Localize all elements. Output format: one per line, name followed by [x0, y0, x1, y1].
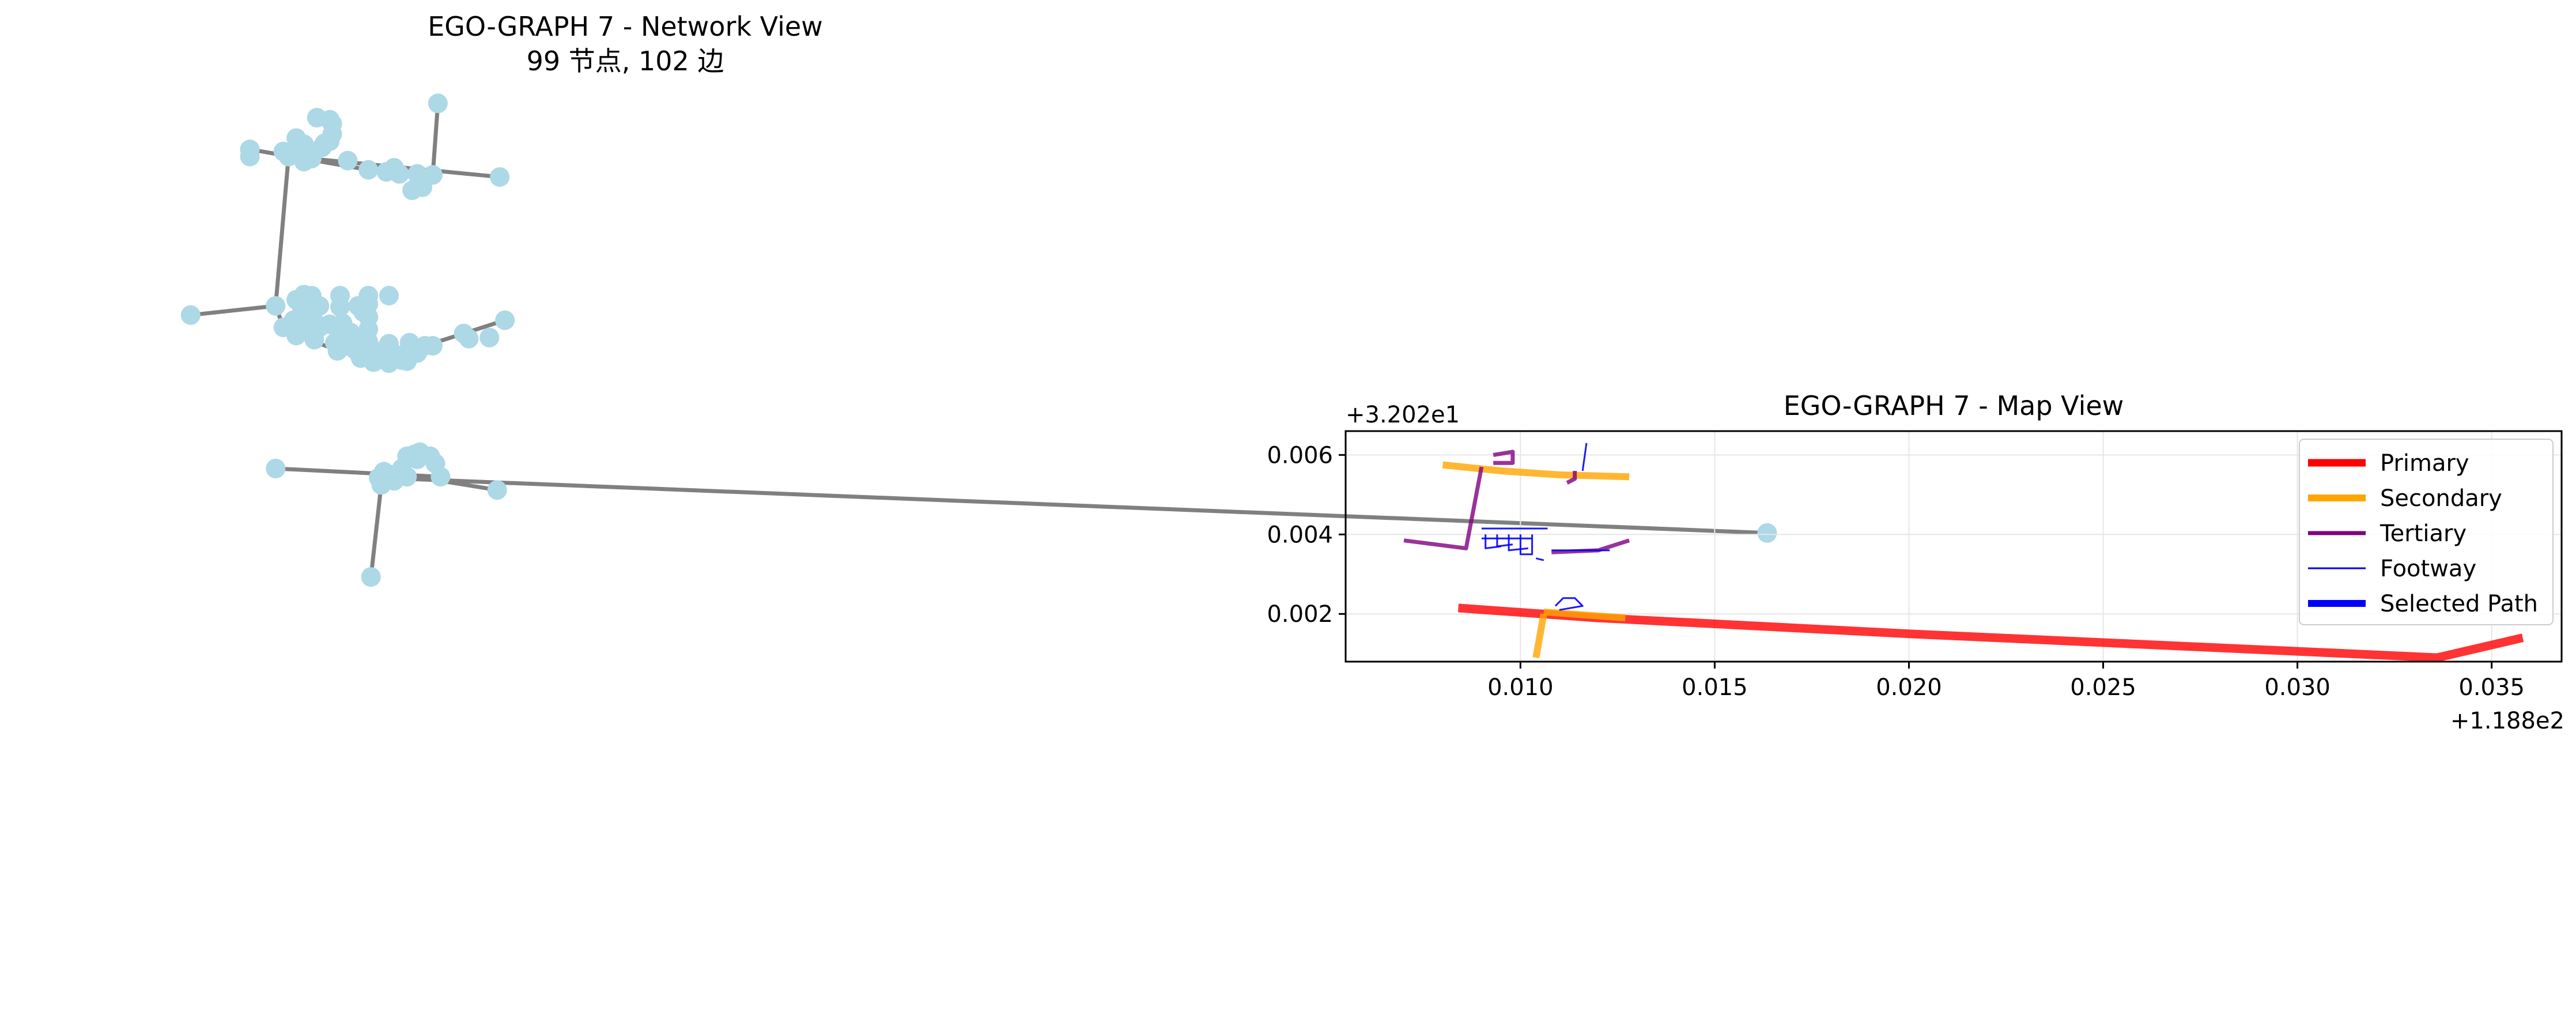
legend-label: Tertiary — [2379, 520, 2467, 547]
x-axis-offset-label: +1.188e2 — [2450, 708, 2564, 734]
y-tick-label: 0.002 — [1267, 601, 1333, 628]
road-footway — [1519, 534, 1533, 556]
network-node — [327, 341, 348, 361]
map-axes-frame — [1344, 430, 2563, 663]
network-node — [286, 326, 307, 346]
network-node — [315, 133, 335, 153]
network-node — [273, 141, 293, 161]
map-road-lines — [1403, 443, 2524, 662]
network-edge — [190, 304, 276, 318]
road-footway — [1535, 557, 1544, 561]
road-footway — [1581, 443, 1588, 471]
road-secondary — [1442, 461, 1630, 481]
network-node — [430, 467, 451, 487]
road-tertiary — [1566, 471, 1577, 485]
network-node — [407, 449, 428, 469]
network-node — [240, 146, 260, 167]
network-node — [459, 329, 479, 349]
road-footway — [1554, 597, 1584, 611]
y-axis-offset-label: +3.202e1 — [1346, 402, 1460, 428]
road-footway — [1508, 534, 1528, 552]
legend-label: Primary — [2380, 450, 2469, 477]
y-tick-label: 0.006 — [1267, 442, 1333, 469]
network-node — [422, 335, 443, 356]
legend-label: Selected Path — [2380, 591, 2538, 617]
network-edge — [273, 156, 291, 307]
road-tertiary — [1493, 450, 1515, 465]
legend-box — [2299, 439, 2554, 625]
network-node — [479, 327, 500, 348]
network-node — [495, 310, 515, 330]
network-node — [304, 330, 324, 350]
network-node — [1757, 523, 1777, 543]
network-view-panel: EGO-GRAPH 7 - Network View 99 节点, 102 边 — [180, 11, 1777, 587]
network-node — [358, 160, 379, 180]
network-view-subtitle: 99 节点, 102 边 — [527, 46, 724, 77]
network-node — [345, 327, 365, 348]
network-node — [428, 93, 448, 114]
network-node — [299, 304, 319, 324]
network-node — [379, 285, 399, 305]
legend-label: Footway — [2380, 556, 2476, 582]
network-node — [376, 338, 396, 358]
network-edge — [378, 475, 1767, 535]
map-legend: Primary Secondary Tertiary Footway Selected … — [2299, 439, 2554, 625]
network-node — [180, 305, 201, 325]
network-nodes — [180, 93, 1777, 587]
x-tick-label: 0.020 — [1876, 674, 1942, 701]
network-node — [361, 567, 381, 587]
network-node — [338, 150, 358, 171]
network-node — [376, 162, 396, 182]
x-tick-label: 0.030 — [2264, 674, 2331, 701]
network-node — [490, 167, 510, 187]
legend-label: Secondary — [2380, 485, 2502, 512]
map-axis-ticks: 0.010 0.015 0.020 0.025 0.030 0.035 0.002 0.004… — [1267, 442, 2524, 701]
network-edge — [430, 103, 440, 175]
network-node — [371, 475, 391, 495]
map-view-title: EGO-GRAPH 7 - Map View — [1784, 390, 2124, 421]
y-tick-label: 0.004 — [1267, 522, 1333, 548]
network-node — [487, 480, 507, 500]
road-secondary — [1532, 613, 1547, 659]
x-tick-label: 0.025 — [2070, 674, 2136, 701]
x-tick-label: 0.015 — [1682, 674, 1748, 701]
network-node — [266, 458, 286, 478]
road-secondary — [1543, 608, 1626, 622]
network-view-title: EGO-GRAPH 7 - Network View — [428, 11, 823, 42]
network-node — [266, 296, 286, 316]
x-tick-label: 0.010 — [1487, 674, 1554, 701]
network-edge — [369, 484, 384, 577]
network-node — [294, 152, 314, 172]
road-footway — [1496, 534, 1513, 548]
network-node — [330, 297, 350, 317]
x-tick-label: 0.035 — [2458, 674, 2525, 701]
network-node — [402, 180, 422, 201]
road-tertiary — [1403, 466, 1484, 550]
map-view-panel: EGO-GRAPH 7 - Map View +3.202e1 +1.188e2… — [1267, 390, 2564, 734]
